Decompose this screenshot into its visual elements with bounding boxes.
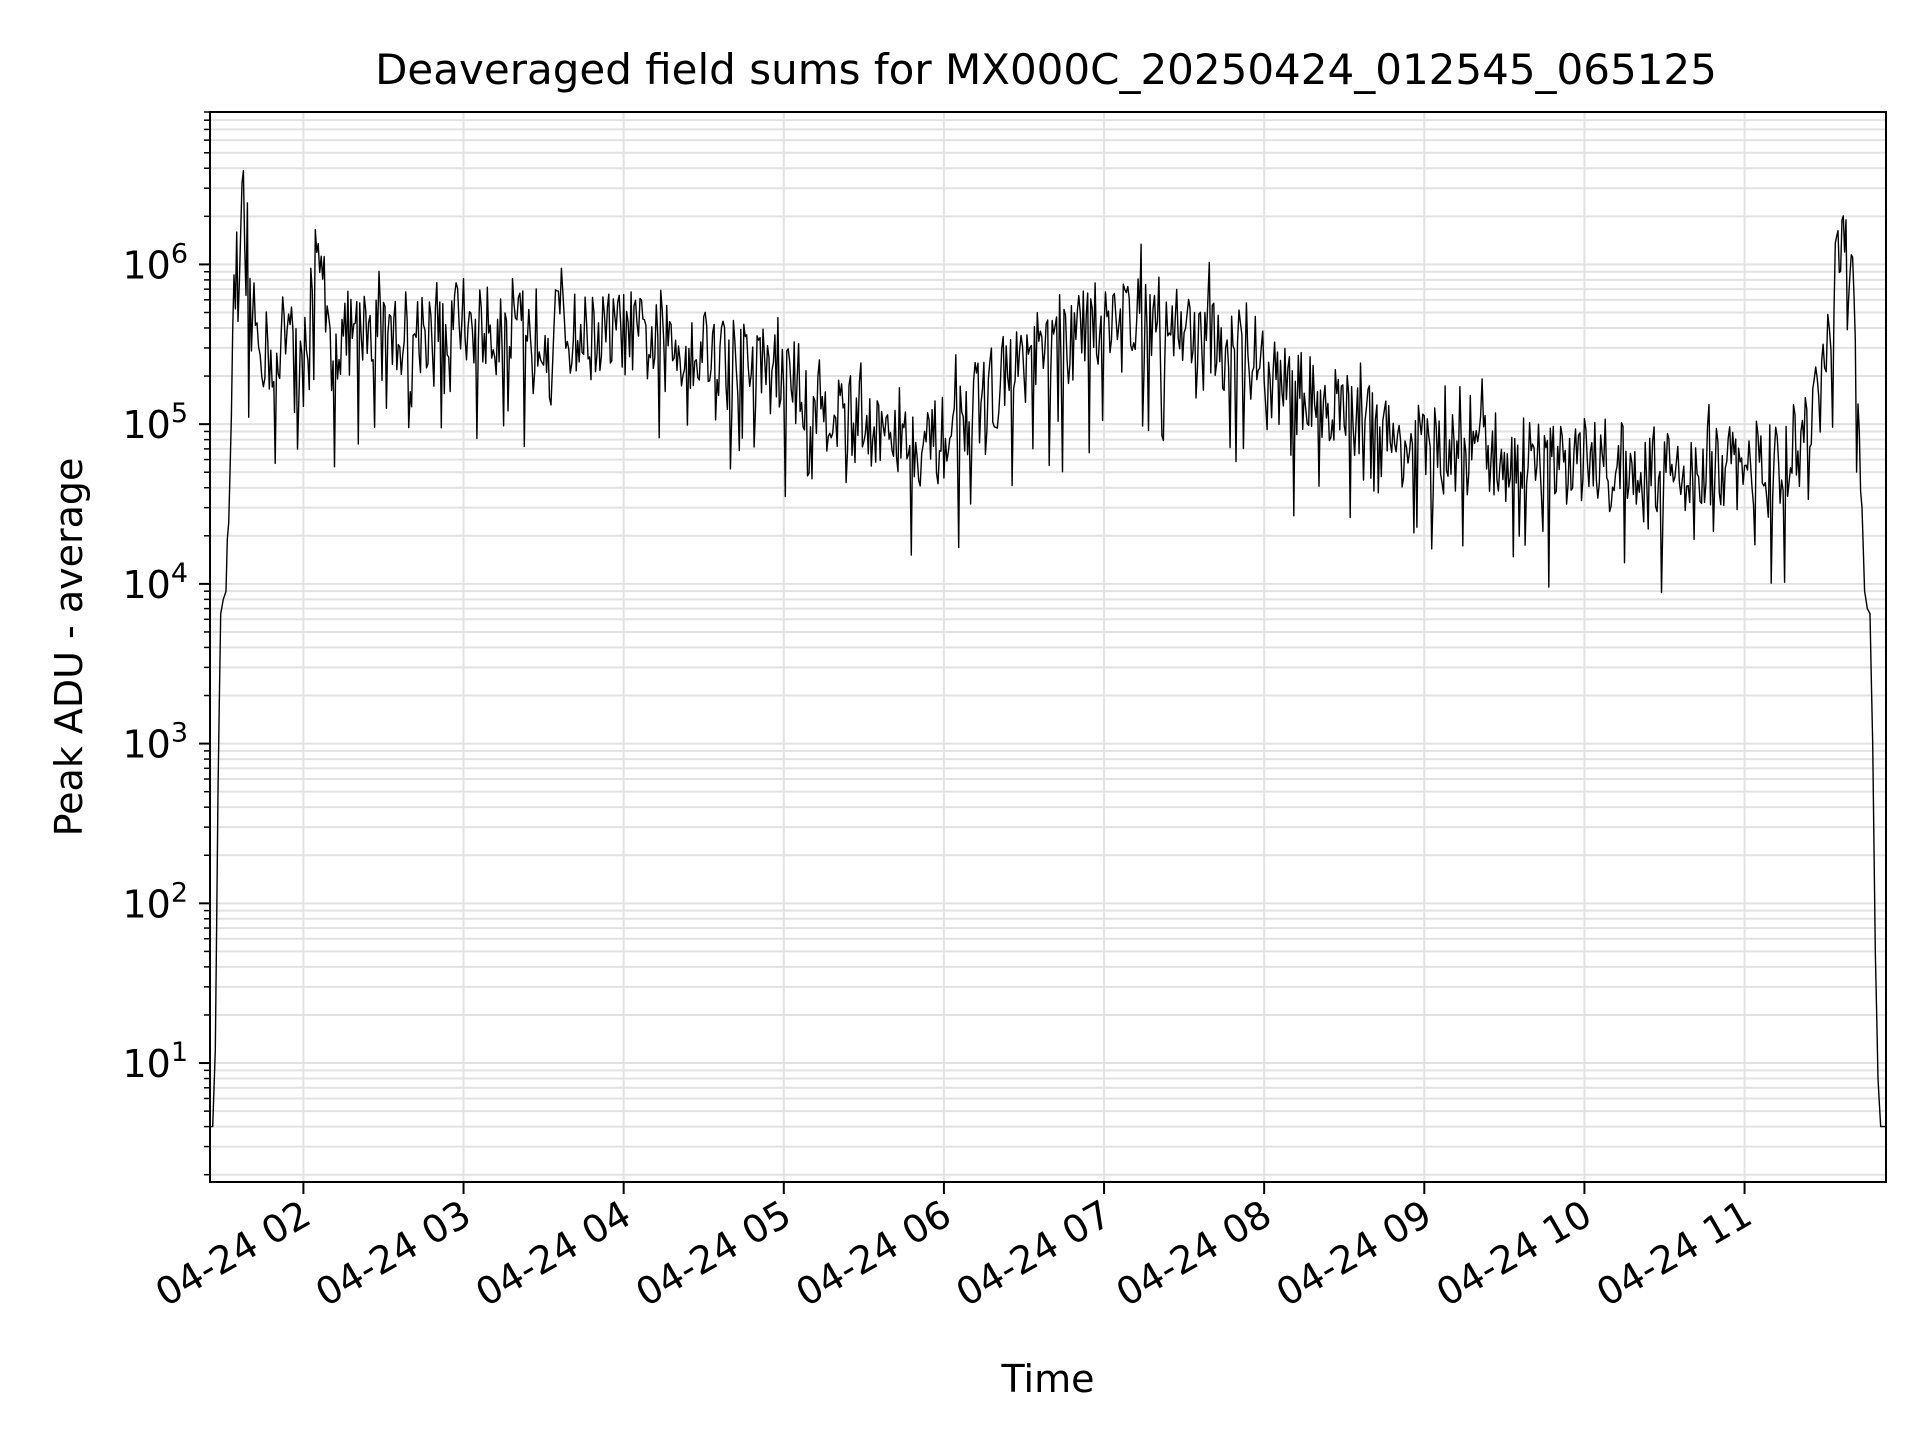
- y-axis-label: Peak ADU - average: [47, 458, 91, 837]
- y-tick-label: 106: [122, 238, 188, 287]
- x-axis-label: Time: [1001, 1357, 1095, 1401]
- y-tick-label-exponent: 3: [171, 718, 188, 749]
- y-tick-label-base: 10: [122, 723, 170, 767]
- y-tick-label: 102: [122, 877, 188, 926]
- y-tick-label: 103: [122, 718, 188, 767]
- y-tick-label-exponent: 1: [171, 1037, 188, 1068]
- grid: [210, 111, 1886, 1182]
- y-tick-label-base: 10: [122, 243, 170, 287]
- chart-title: Deaveraged field sums for MX000C_2025042…: [375, 45, 1717, 94]
- y-tick-label-base: 10: [122, 882, 170, 926]
- y-tick-label-base: 10: [122, 1042, 170, 1086]
- data-series-line: [210, 169, 1886, 1128]
- y-tick-label-exponent: 5: [171, 398, 188, 429]
- y-tick-label-base: 10: [122, 403, 170, 447]
- y-tick-label-exponent: 4: [171, 558, 188, 589]
- y-tick-label-exponent: 6: [171, 238, 188, 269]
- y-tick-label-base: 10: [122, 563, 170, 607]
- series-line: [210, 169, 1886, 1128]
- y-tick-label: 104: [122, 558, 188, 607]
- y-tick-label: 105: [122, 398, 188, 447]
- y-tick-label: 101: [122, 1037, 188, 1086]
- y-tick-label-exponent: 2: [171, 877, 188, 908]
